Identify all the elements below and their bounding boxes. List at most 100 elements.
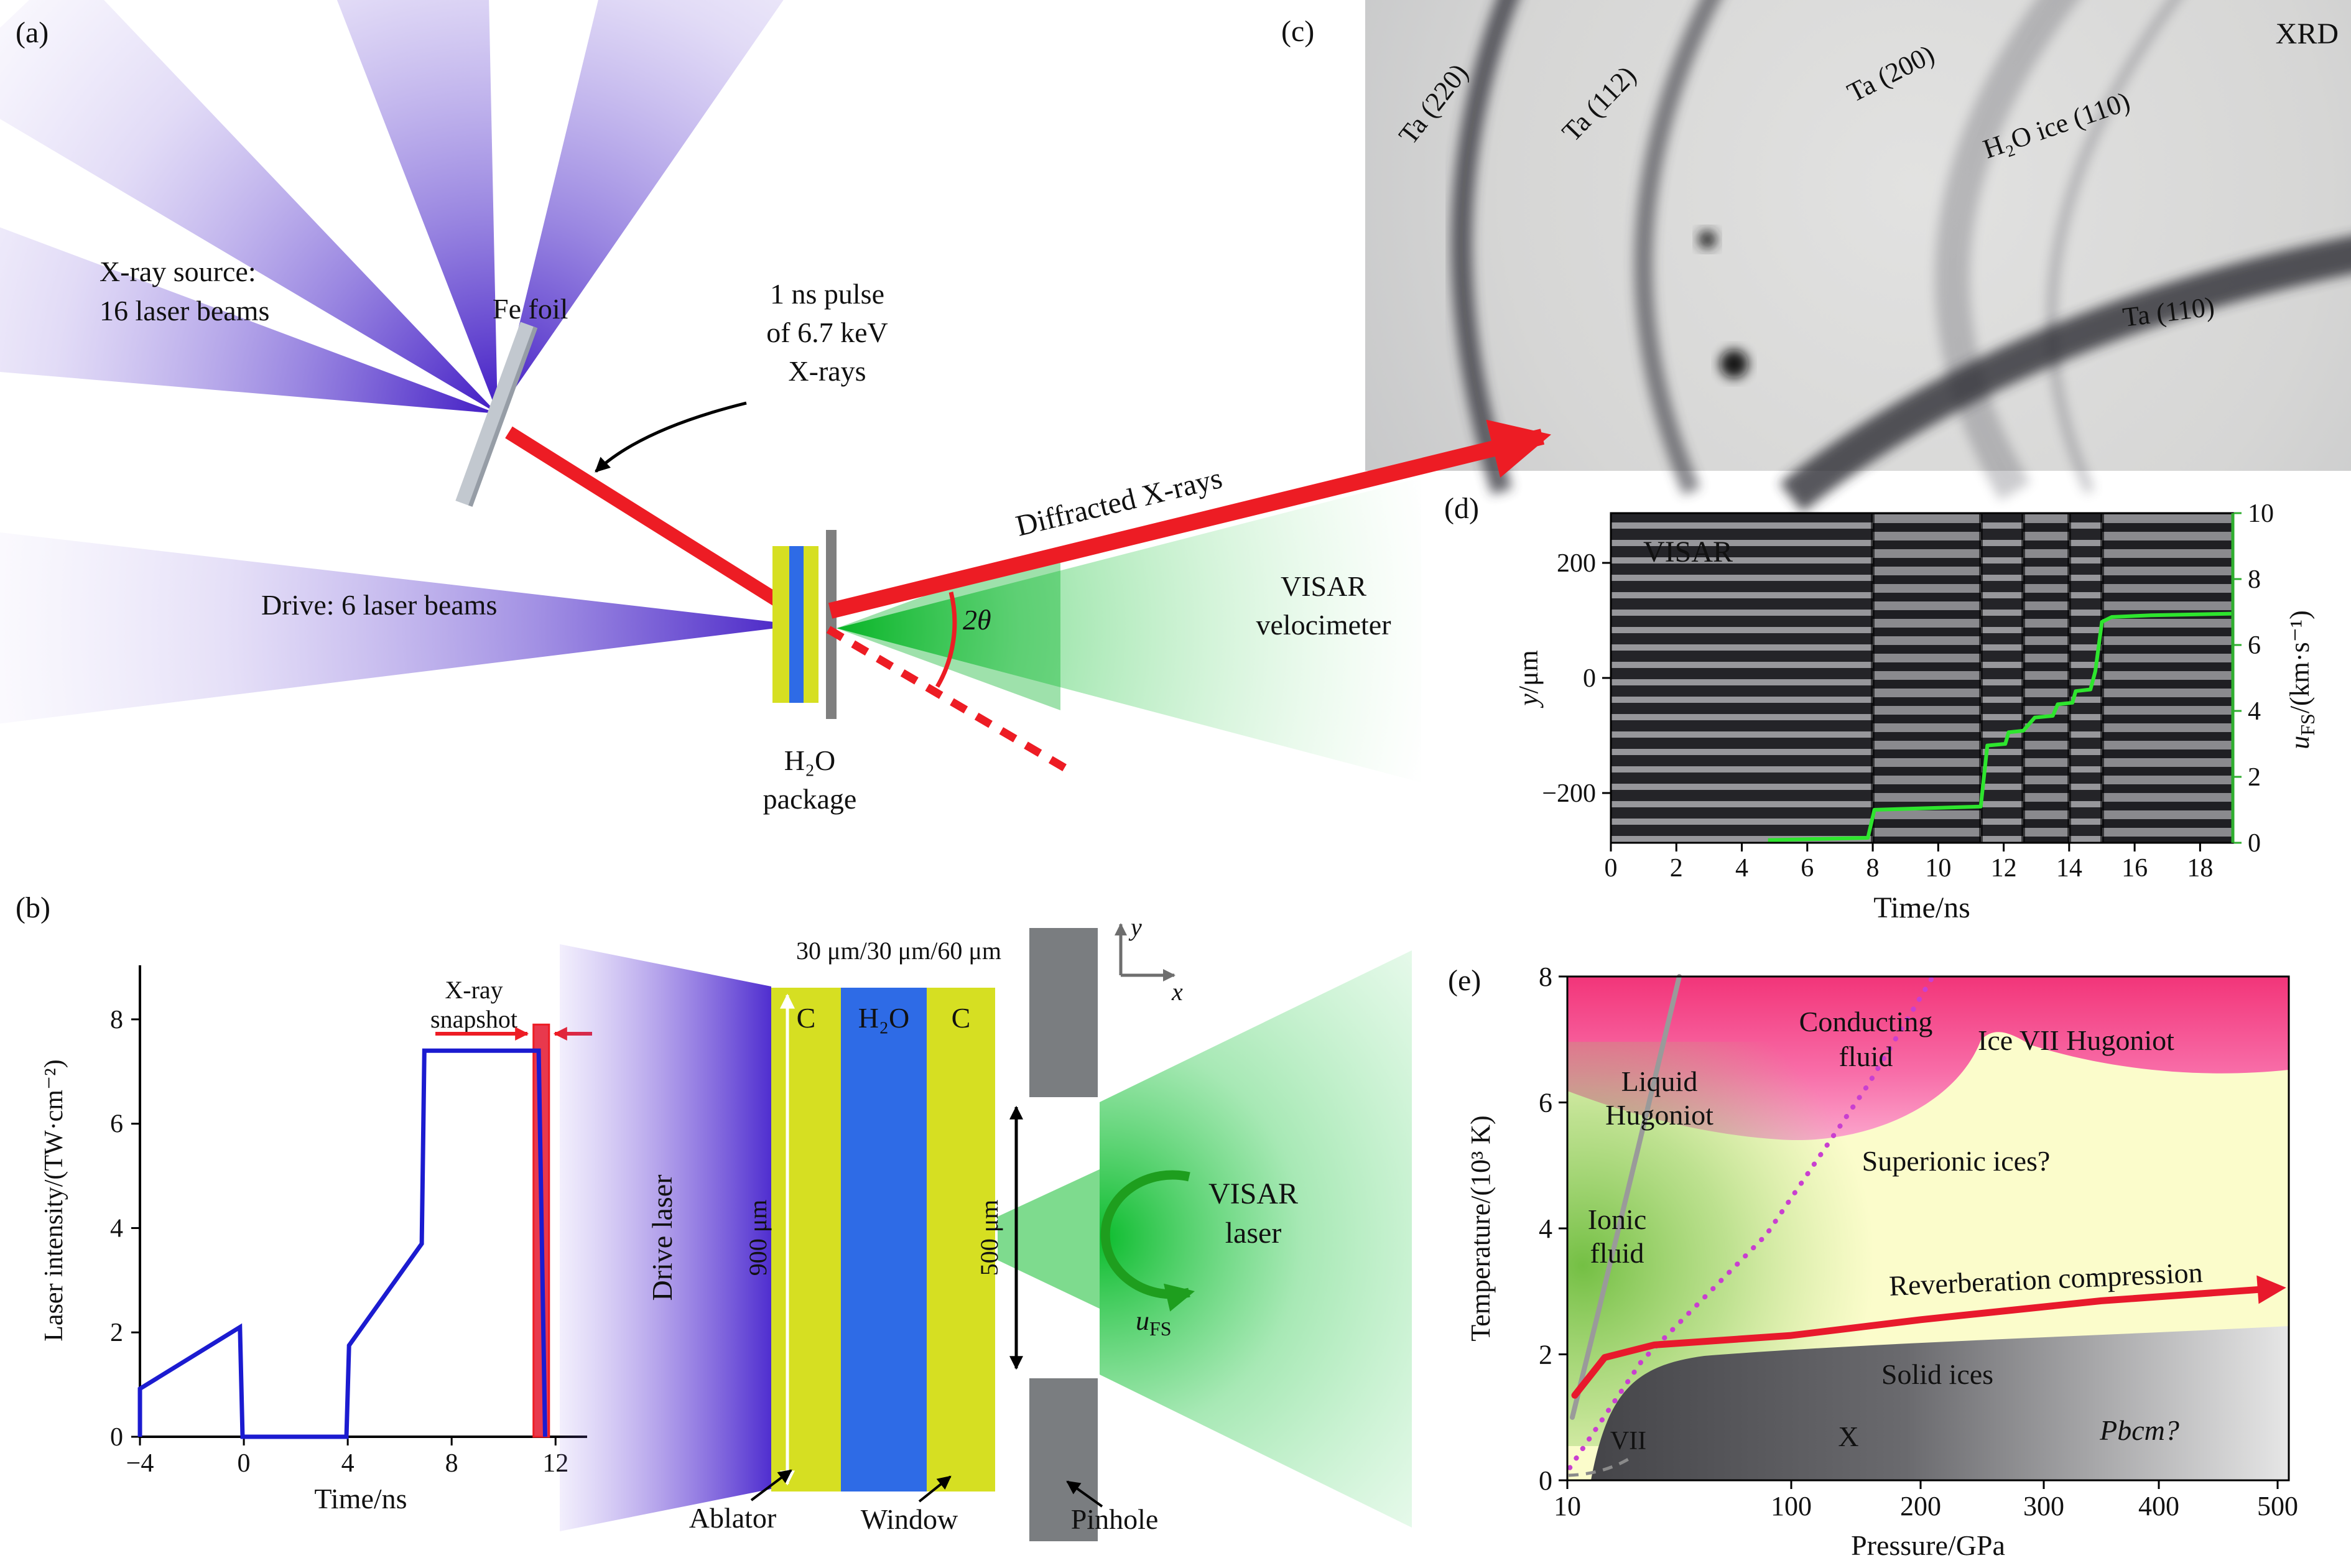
label-conducting-line2: fluid: [1839, 1041, 1893, 1072]
label-liquid-line2: Hugoniot: [1605, 1099, 1713, 1131]
phase-x-tick-label: 200: [1900, 1491, 1941, 1521]
visar-laser-label-line2: laser: [1225, 1217, 1282, 1250]
visar-x-tick-label: 4: [1735, 854, 1748, 883]
layer-label-c1: C: [797, 1002, 816, 1034]
phase-y-tick-label: 0: [1539, 1465, 1552, 1496]
phase-diagram-chart-layer: 10 100 200 300 400 500 0 2 4 6 8: [1539, 962, 2298, 1521]
ablator-layer: [771, 988, 841, 1491]
package-label-line1: H₂O: [784, 745, 835, 776]
drive-laser-beam: [560, 944, 771, 1531]
label-liquid-line1: Liquid: [1621, 1065, 1698, 1097]
label-pbcm: Pbcm?: [2099, 1414, 2179, 1446]
label-ice7-hugoniot: Ice VII Hugoniot: [1978, 1024, 2174, 1056]
pulse-y-tick-label: 8: [110, 1006, 123, 1034]
pulse-x-tick-label: 8: [445, 1449, 458, 1478]
drive-beam: [0, 532, 801, 724]
diffracted-label: Diffracted X-rays: [1013, 462, 1225, 543]
visar-ylabel-right: uFS/(km·s⁻¹): [2284, 610, 2319, 749]
xray-source-label-line1: X-ray source:: [100, 256, 256, 287]
streak-seam: [1979, 513, 1983, 843]
visar-y-tick-left-label: 200: [1557, 549, 1596, 578]
phase-y-tick-label: 6: [1539, 1088, 1552, 1118]
phase-curve-liquid-hugoniot: [1570, 974, 1682, 1420]
panel-c-label: (c): [1281, 15, 1314, 48]
panel-e-phase-diagram: (e) 10 100 200 300 400 500 0 2 4 6 8 Conducting fl…: [1448, 962, 2298, 1561]
phase-plot-frame: [1566, 975, 2290, 1482]
xray-source-label-line2: 16 laser beams: [100, 295, 269, 327]
window-pointer-arrow: [918, 1475, 952, 1503]
free-surface-velocity-trace: [1768, 611, 2233, 842]
pulse-ylabel: Laser intensity/(TW·cm⁻²): [40, 1059, 68, 1341]
pulse-label-line1: 1 ns pulse: [770, 278, 884, 310]
visar-y-tick-right-label: 0: [2248, 829, 2261, 858]
pulse-x-tick-label: 0: [238, 1449, 251, 1478]
two-theta-arc: [935, 591, 957, 688]
free-surface-arrow: [1100, 1170, 1195, 1312]
visar-y-tick-right-label: 8: [2248, 565, 2261, 594]
visar-beam-cone: [837, 478, 1421, 782]
phase-y-tick-label: 8: [1539, 962, 1552, 992]
panel-e-label: (e): [1448, 964, 1481, 997]
xrd-band-ice110: [2046, 0, 2181, 494]
window-label: Window: [861, 1503, 958, 1535]
drive-label: Drive: 6 laser beams: [261, 589, 497, 621]
visar-ylabel-left-rest: /μm: [1513, 650, 1544, 694]
xrd-band-ta220: [1451, 0, 1519, 495]
pinhole-block-bottom: [1029, 1378, 1098, 1541]
xrd-spot-small: [1698, 230, 1717, 249]
layer-label-c2: C: [952, 1002, 971, 1034]
fe-foil-label: Fe foil: [493, 293, 568, 325]
layer-thickness-caption: 30 μm/30 μm/60 μm: [796, 937, 1001, 965]
ufs-label: uFS: [1136, 1306, 1172, 1340]
xray-source-beam: [336, 0, 498, 414]
visar-velocimeter-line2: velocimeter: [1256, 609, 1391, 641]
label-superionic: Superionic ices?: [1862, 1145, 2051, 1177]
label-ionic-line2: fluid: [1590, 1237, 1644, 1269]
target-water-layer: [789, 546, 804, 703]
visar-x-tick-label: 6: [1801, 854, 1814, 883]
visar-x-tick-label: 2: [1670, 854, 1683, 883]
visar-y-tick-right-label: 10: [2248, 499, 2274, 528]
phase-x-tick-label: 100: [1771, 1491, 1812, 1521]
streak-seam: [2067, 513, 2071, 843]
streak-segment: [1873, 513, 1981, 843]
visar-beam-bright-wedge: [837, 546, 1060, 710]
xray-pulse-ray: [505, 426, 815, 628]
visar-x-tick-label: 14: [2056, 854, 2082, 883]
xrd-band-ta110: [1779, 236, 2351, 513]
pulse-y-tick-label: 6: [110, 1110, 123, 1139]
visar-ylabel-left-italic: y: [1513, 694, 1544, 708]
phase-curve-ice-vii-hugoniot: [1567, 974, 1936, 1470]
target-window-layer: [804, 546, 818, 703]
panel-b-label: (b): [16, 891, 50, 924]
xray-source-beam: [498, 0, 784, 414]
visar-image-label: VISAR: [1643, 536, 1733, 568]
drive-pulse-curve: [137, 1048, 547, 1439]
vii-x-boundary-dashed: [1568, 1455, 1634, 1477]
visar-y-tick-left-label: −200: [1542, 779, 1596, 808]
xrd-band-ta112: [1634, 0, 1721, 495]
visar-beam-through-pinhole: [998, 1169, 1100, 1309]
two-theta-label: 2θ: [963, 604, 991, 636]
xray-source-beam: [0, 227, 498, 414]
pinhole-block-top: [1029, 928, 1098, 1097]
phase-xlabel: Pressure/GPa: [1851, 1529, 2005, 1561]
visar-x-tick-label: 12: [1991, 854, 2017, 883]
height-label: 900 μm: [744, 1200, 772, 1276]
phase-curve-reverberation-compression: [1571, 1275, 2286, 1399]
label-conducting-line1: Conducting: [1799, 1006, 1933, 1037]
panel-d-visar: (d) 0 2 4 6 8 10 12 14 16 18 200 0 −200 0 2 4 6 8 10 VISAR…: [1444, 492, 2319, 924]
label-solid-ices: Solid ices: [1881, 1358, 1993, 1390]
phase-x-tick-label: 10: [1554, 1491, 1581, 1521]
panel-d-label: (d): [1444, 492, 1479, 525]
visar-laser-beam: [1100, 950, 1412, 1528]
visar-velocimeter-line1: VISAR: [1281, 570, 1366, 602]
visar-ylabel-left: y/μm: [1513, 650, 1544, 708]
streak-segment: [1981, 513, 2023, 843]
visar-y-tick-right-label: 4: [2248, 697, 2261, 726]
panel-a-label: (a): [16, 16, 49, 49]
pulse-y-tick-label: 2: [110, 1319, 123, 1347]
phase-x-tick-label: 500: [2257, 1491, 2298, 1521]
